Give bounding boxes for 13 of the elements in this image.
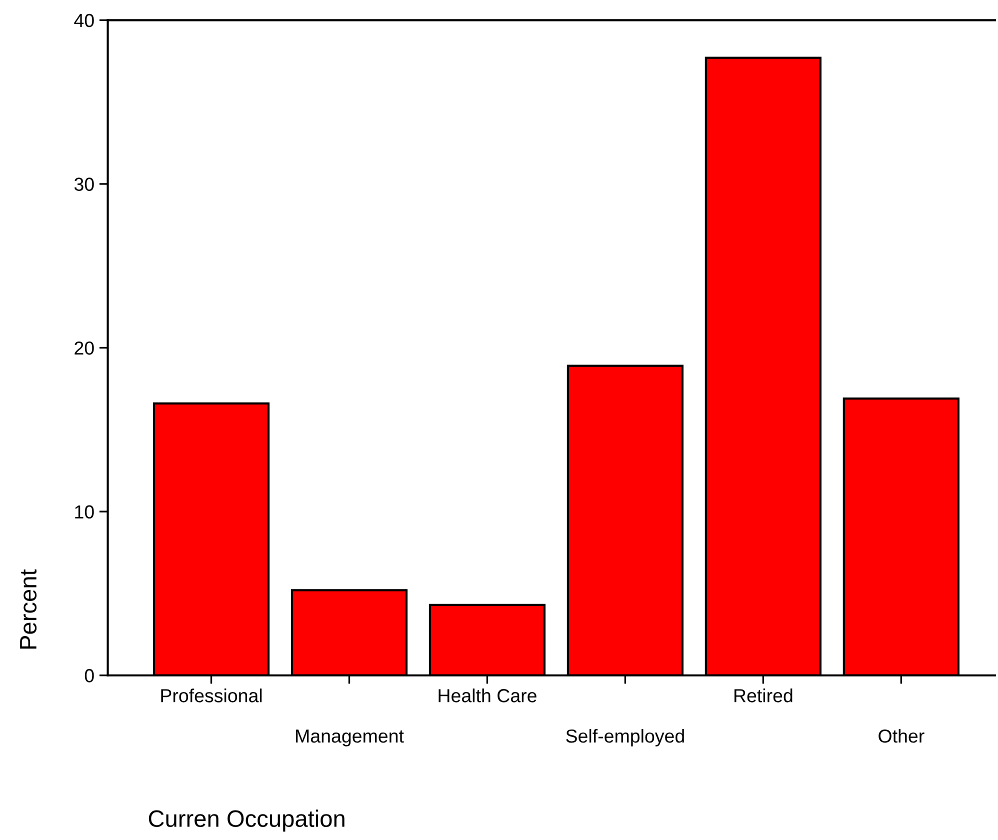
- x-tick-label: Retired: [734, 688, 792, 702]
- x-tick-label: Management: [296, 730, 404, 746]
- y-tick-label: 0: [84, 669, 94, 682]
- y-tick-label: 40: [74, 14, 94, 28]
- y-tick-label: 20: [74, 341, 94, 355]
- x-tick-label: Other: [878, 728, 924, 743]
- x-tick-label: Health Care: [438, 688, 536, 702]
- x-tick-label: Professional: [161, 688, 262, 702]
- y-tick-label: 10: [75, 505, 94, 519]
- y-axis-title: Percent: [20, 569, 37, 649]
- x-tick-label: Self-employed: [566, 728, 684, 746]
- y-tick-label: 30: [74, 178, 94, 191]
- x-axis-title: Curren Occupation: [148, 810, 344, 832]
